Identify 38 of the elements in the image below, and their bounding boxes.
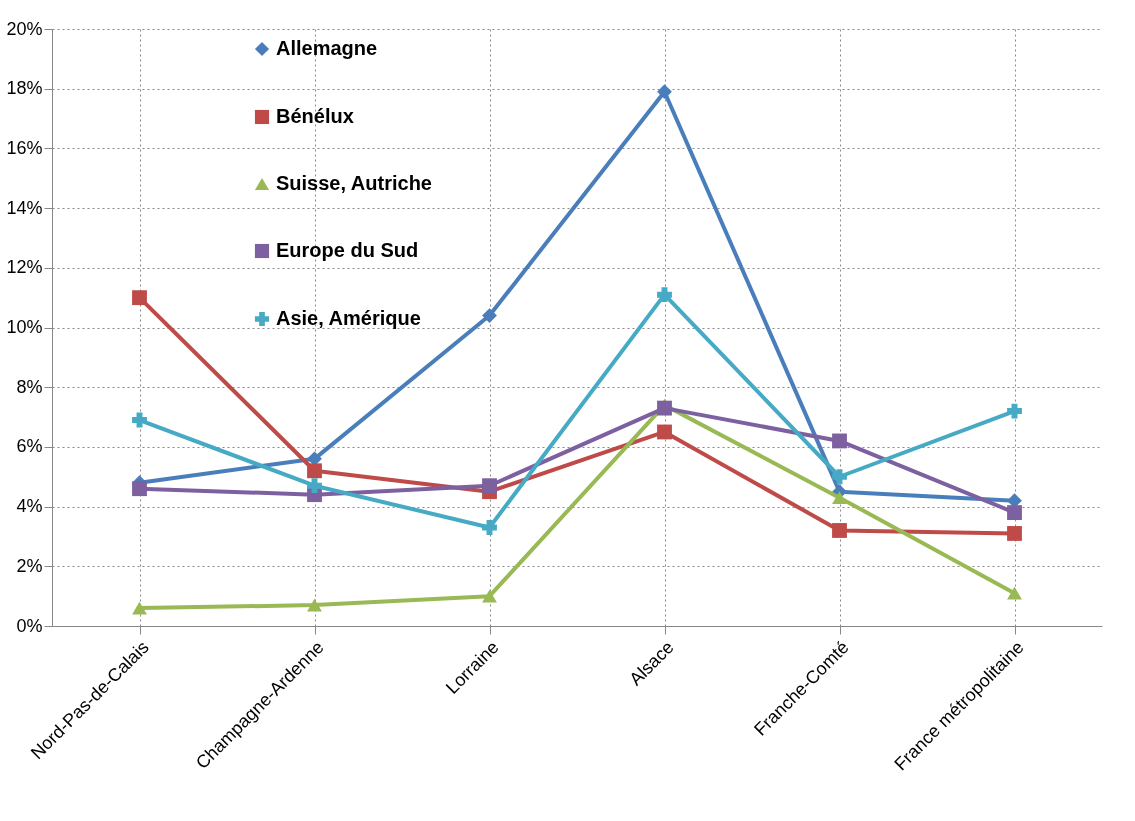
y-tick-label: 12% [6, 257, 43, 278]
legend-label: Allemagne [276, 37, 378, 59]
point [657, 424, 672, 440]
y-tick-label: 2% [16, 555, 43, 576]
point [307, 463, 322, 479]
point [657, 287, 672, 303]
point [307, 598, 322, 612]
legend-label: Europe du Sud [276, 239, 419, 261]
point [1007, 505, 1022, 520]
point [482, 589, 497, 603]
point [832, 433, 847, 449]
y-tick-label: 8% [16, 376, 43, 397]
point [832, 491, 847, 505]
point [657, 84, 672, 100]
point [132, 290, 147, 306]
y-tick-label: 6% [16, 436, 43, 457]
y-tick-label: 16% [6, 137, 43, 158]
y-tick-label: 18% [6, 78, 43, 99]
point [132, 412, 147, 428]
legend-label: Asie, Amérique [276, 307, 421, 329]
point [832, 523, 847, 538]
y-tick-label: 14% [6, 197, 43, 218]
point [482, 308, 497, 323]
point [1007, 526, 1022, 541]
point [307, 478, 322, 494]
y-tick-label: 0% [16, 615, 43, 636]
y-tick-label: 4% [16, 496, 43, 517]
point [1007, 586, 1022, 600]
y-tick-label: 10% [6, 317, 43, 337]
y-tick-label: 20% [6, 18, 43, 39]
point [132, 481, 147, 497]
point [482, 478, 497, 494]
point [832, 469, 847, 485]
point [132, 601, 147, 615]
legend-label: Suisse, Autriche [276, 172, 432, 194]
legend-label: Bénélux [276, 105, 354, 127]
point [1007, 403, 1022, 419]
point [657, 400, 672, 416]
